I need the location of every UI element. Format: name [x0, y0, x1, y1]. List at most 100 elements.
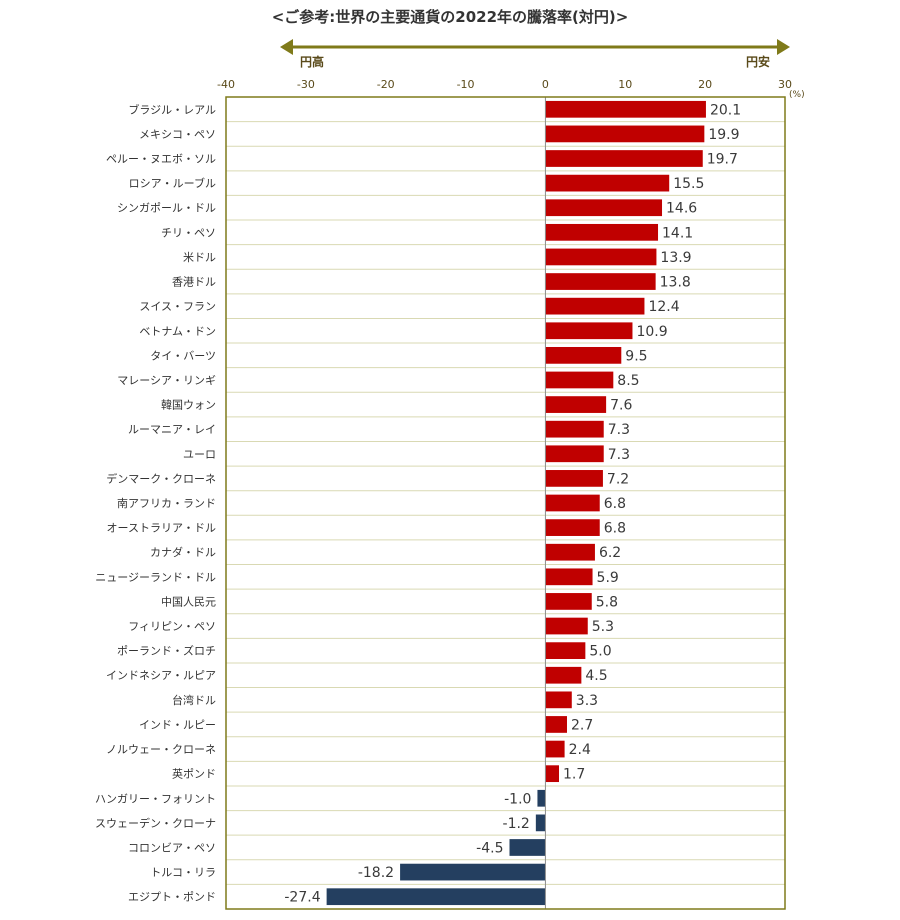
bar[interactable] [545, 125, 705, 143]
value-label: 5.9 [597, 570, 619, 586]
bar[interactable] [509, 839, 546, 856]
value-label: 13.9 [660, 250, 691, 266]
arrow-left-head [280, 39, 293, 55]
category-label: ルーマニア・レイ [128, 423, 216, 436]
bar[interactable] [545, 716, 567, 733]
value-label: 7.3 [608, 422, 630, 438]
direction-label-yen-weak: 円安 [746, 54, 770, 69]
bar[interactable] [545, 420, 604, 438]
bar[interactable] [545, 666, 582, 684]
category-label: ベトナム・ドン [139, 325, 216, 338]
category-label: 中国人民元 [161, 595, 216, 608]
category-label: 米ドル [183, 251, 216, 264]
category-label: カナダ・ドル [150, 545, 216, 559]
bar[interactable] [545, 322, 633, 340]
bar[interactable] [545, 543, 595, 561]
bar[interactable] [545, 297, 645, 315]
category-label: ロシア・ルーブル [129, 176, 216, 190]
category-label: オーストラリア・ドル [107, 522, 216, 535]
bar[interactable] [545, 223, 659, 241]
value-label: 3.3 [576, 693, 598, 709]
category-label: インド・ルピー [139, 718, 216, 731]
bar[interactable] [545, 470, 603, 487]
category-label: チリ・ペソ [161, 226, 216, 239]
category-label: ブラジル・レアル [128, 102, 216, 116]
category-label: トルコ・リラ [150, 866, 216, 879]
x-tick-label: 20 [698, 78, 712, 91]
category-label: ポーランド・ズロチ [117, 644, 216, 658]
category-label: タイ・バーツ [150, 349, 216, 362]
category-label: ノルウェー・クローネ [106, 743, 216, 756]
value-label: -1.2 [503, 816, 530, 832]
bar[interactable] [545, 346, 622, 364]
value-label: 1.7 [563, 767, 585, 783]
category-label: ニュージーランド・ドル [95, 571, 216, 584]
value-label: 8.5 [617, 373, 639, 389]
bar[interactable] [545, 642, 586, 660]
category-label: インドネシア・ルピア [106, 669, 216, 682]
bar[interactable] [545, 199, 663, 217]
x-tick-label: -20 [377, 78, 395, 91]
value-label: 2.4 [569, 742, 591, 758]
category-label: 台湾ドル [172, 693, 216, 707]
category-label: シンガポール・ドル [117, 202, 216, 215]
category-label: スイス・フラン [139, 300, 216, 313]
value-label: 14.1 [662, 225, 693, 241]
x-tick-label: 30 [778, 78, 792, 91]
bar[interactable] [545, 371, 614, 389]
category-label: 英ポンド [172, 767, 216, 781]
x-tick-label: 10 [618, 78, 632, 91]
bar[interactable] [545, 568, 593, 586]
value-label: 4.5 [585, 668, 607, 684]
value-label: 7.3 [608, 447, 630, 463]
value-label: 2.7 [571, 717, 593, 733]
value-label: 6.8 [604, 521, 626, 537]
x-tick-label: 0 [542, 78, 549, 91]
bar[interactable] [537, 789, 546, 807]
direction-label-yen-strong: 円高 [300, 54, 324, 69]
bar[interactable] [545, 494, 600, 512]
value-label: 20.1 [710, 102, 741, 118]
value-label: 6.2 [599, 545, 621, 561]
chart-title: <ご参考:世界の主要通貨の2022年の騰落率(対円)> [271, 8, 629, 26]
bar[interactable] [400, 863, 546, 881]
value-label: -1.0 [504, 791, 531, 807]
value-label: 19.9 [708, 127, 739, 143]
bar[interactable] [326, 888, 546, 906]
category-label: デンマーク・クローネ [106, 471, 216, 485]
bar[interactable] [535, 814, 546, 832]
value-label: -27.4 [284, 890, 320, 906]
category-label: 香港ドル [172, 276, 216, 289]
bar[interactable] [545, 150, 703, 167]
bar[interactable] [545, 765, 560, 783]
value-label: 7.2 [607, 471, 629, 487]
bar[interactable] [545, 617, 588, 635]
bar[interactable] [545, 593, 592, 610]
bar[interactable] [545, 519, 600, 536]
bar[interactable] [545, 691, 572, 709]
value-label: 7.6 [610, 398, 632, 414]
x-tick-label: -10 [457, 78, 475, 91]
value-label: 5.3 [592, 619, 614, 635]
category-label: コロンビア・ペソ [128, 841, 216, 854]
category-label: ユーロ [183, 448, 216, 461]
bar[interactable] [545, 174, 670, 192]
category-label: メキシコ・ペソ [139, 128, 216, 141]
bar[interactable] [545, 396, 607, 413]
bar[interactable] [545, 248, 657, 266]
value-label: 5.0 [589, 644, 611, 660]
bar[interactable] [545, 100, 706, 118]
category-label: ペルー・ヌエボ・ソル [106, 153, 216, 166]
value-label: -4.5 [476, 840, 503, 856]
x-tick-label: -30 [297, 78, 315, 91]
category-label: スウェーデン・クローナ [95, 816, 216, 830]
value-label: 6.8 [604, 496, 626, 512]
category-label: 南アフリカ・ランド [117, 497, 216, 510]
x-unit-label: (%) [789, 90, 805, 100]
bar[interactable] [545, 740, 565, 758]
value-label: -18.2 [358, 865, 394, 881]
plot-frame [225, 96, 786, 910]
bar[interactable] [545, 445, 604, 463]
bar[interactable] [545, 273, 656, 290]
